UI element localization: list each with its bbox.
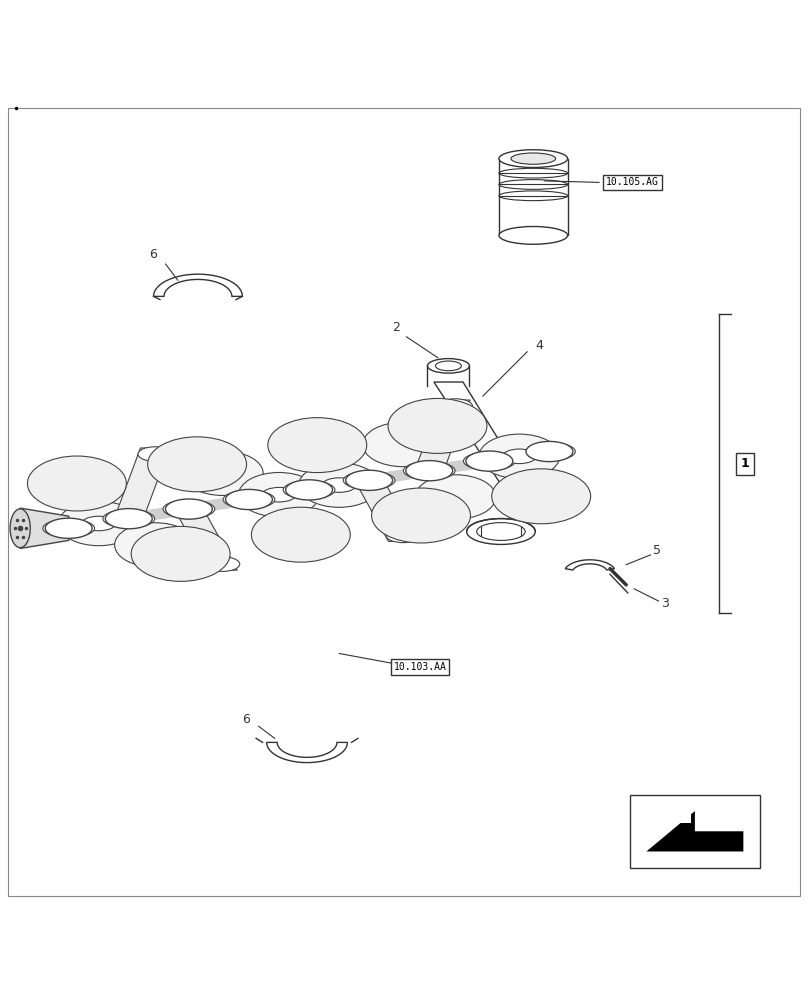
Ellipse shape	[251, 507, 351, 562]
Ellipse shape	[115, 523, 196, 567]
Ellipse shape	[105, 509, 152, 529]
Polygon shape	[20, 508, 69, 548]
Ellipse shape	[238, 472, 319, 517]
Polygon shape	[175, 509, 238, 570]
Ellipse shape	[163, 500, 215, 518]
FancyBboxPatch shape	[630, 795, 760, 868]
Polygon shape	[234, 495, 293, 499]
Ellipse shape	[138, 447, 172, 461]
Polygon shape	[434, 382, 545, 515]
Ellipse shape	[27, 456, 126, 511]
Ellipse shape	[492, 469, 591, 524]
Ellipse shape	[503, 449, 537, 464]
Text: 10.105.AG: 10.105.AG	[606, 177, 659, 187]
Ellipse shape	[103, 510, 154, 528]
Ellipse shape	[82, 516, 116, 531]
Ellipse shape	[43, 519, 95, 537]
Polygon shape	[475, 456, 534, 461]
Ellipse shape	[526, 441, 573, 462]
Ellipse shape	[45, 518, 92, 538]
Ellipse shape	[166, 499, 213, 519]
Polygon shape	[646, 811, 691, 823]
Ellipse shape	[225, 489, 272, 510]
Polygon shape	[154, 274, 242, 296]
Ellipse shape	[206, 557, 240, 571]
Ellipse shape	[524, 442, 575, 461]
Ellipse shape	[284, 481, 335, 499]
Text: 5: 5	[653, 544, 661, 557]
Text: 6: 6	[242, 713, 250, 726]
Polygon shape	[355, 480, 418, 541]
Ellipse shape	[406, 461, 452, 481]
Ellipse shape	[183, 451, 263, 495]
Ellipse shape	[131, 526, 230, 581]
Polygon shape	[499, 159, 567, 235]
Ellipse shape	[479, 434, 560, 479]
Ellipse shape	[386, 528, 420, 543]
Text: 4: 4	[536, 339, 544, 352]
Text: 1: 1	[741, 457, 749, 470]
Polygon shape	[114, 448, 170, 519]
Ellipse shape	[466, 451, 513, 471]
Ellipse shape	[148, 437, 246, 492]
Text: 6: 6	[149, 248, 158, 261]
Polygon shape	[566, 560, 614, 570]
Polygon shape	[295, 485, 354, 490]
Ellipse shape	[223, 490, 275, 509]
Polygon shape	[646, 811, 743, 851]
Ellipse shape	[363, 422, 444, 467]
Polygon shape	[54, 523, 113, 528]
Ellipse shape	[346, 470, 393, 490]
Ellipse shape	[372, 488, 470, 543]
Ellipse shape	[499, 226, 567, 244]
Ellipse shape	[403, 462, 455, 480]
Ellipse shape	[415, 475, 496, 519]
Ellipse shape	[343, 471, 395, 489]
Text: 10.103.AA: 10.103.AA	[393, 662, 446, 672]
Text: 2: 2	[392, 321, 400, 334]
Ellipse shape	[58, 501, 139, 546]
Ellipse shape	[427, 359, 469, 373]
Ellipse shape	[464, 452, 516, 470]
Ellipse shape	[388, 398, 487, 453]
Ellipse shape	[299, 463, 380, 507]
Ellipse shape	[511, 153, 556, 164]
Ellipse shape	[262, 487, 296, 502]
Ellipse shape	[322, 478, 356, 492]
Ellipse shape	[267, 418, 367, 473]
Polygon shape	[415, 400, 470, 471]
Ellipse shape	[286, 480, 333, 500]
Ellipse shape	[11, 509, 31, 548]
Text: 3: 3	[661, 597, 669, 610]
Ellipse shape	[467, 519, 536, 544]
Polygon shape	[267, 742, 347, 763]
Ellipse shape	[499, 150, 567, 168]
Ellipse shape	[439, 399, 473, 413]
